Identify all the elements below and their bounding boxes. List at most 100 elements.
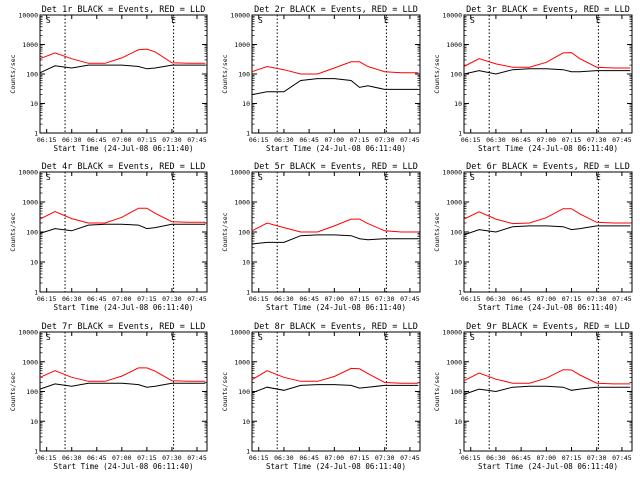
y-tick-label: 1: [246, 289, 250, 297]
panel-5r: Det 5r BLACK = Events, RED = LLD 06:15 06:…: [221, 162, 421, 312]
x-axis-label: Start Time (24-Jul-08 06:11:40): [266, 303, 406, 312]
y-axis-label: Counts/sec: [433, 212, 441, 251]
panel-title: Det 1r BLACK = Events, RED = LLD: [42, 5, 206, 15]
y-tick-label: 100: [238, 71, 250, 79]
marker-s: S: [470, 333, 475, 342]
panel-title: Det 9r BLACK = Events, RED = LLD: [466, 322, 630, 332]
y-tick-label: 1000: [234, 199, 250, 207]
x-tick-label: 06:45: [87, 136, 107, 144]
events-series-line: [251, 384, 419, 394]
panel-3r: Det 3r BLACK = Events, RED = LLD 06:15 06:…: [433, 5, 633, 153]
x-tick-label: 06:15: [37, 295, 57, 303]
x-tick-label: 06:15: [461, 295, 481, 303]
events-series-line: [251, 78, 419, 96]
lld-series-line: [39, 367, 206, 382]
x-axis-label: Start Time (24-Jul-08 06:11:40): [266, 144, 406, 153]
marker-s: S: [46, 16, 51, 25]
marker-e: E: [596, 173, 601, 182]
marker-e: E: [171, 333, 176, 342]
x-axis-label: Start Time (24-Jul-08 06:11:40): [266, 462, 406, 471]
x-tick-label: 06:45: [299, 295, 319, 303]
lld-series-line: [463, 52, 631, 69]
x-tick-label: 06:30: [274, 295, 294, 303]
panel-title: Det 6r BLACK = Events, RED = LLD: [466, 162, 630, 172]
x-axis-label: Start Time (24-Jul-08 06:11:40): [478, 303, 618, 312]
marker-e: E: [171, 173, 176, 182]
x-tick-label: 07:45: [187, 136, 207, 144]
y-tick-label: 100: [26, 71, 38, 79]
lld-series-line: [39, 48, 206, 64]
marker-e: E: [384, 16, 389, 25]
panel-4r: Det 4r BLACK = Events, RED = LLD 06:15 06:…: [9, 162, 208, 312]
marker-s: S: [46, 333, 51, 342]
x-tick-label: 07:45: [400, 295, 420, 303]
y-tick-label: 1: [458, 289, 462, 297]
y-tick-label: 100: [450, 71, 462, 79]
x-tick-label: 07:00: [325, 295, 345, 303]
y-axis-label: Counts/sec: [9, 54, 17, 93]
y-tick-label: 10000: [18, 329, 38, 337]
x-axis-label: Start Time (24-Jul-08 06:11:40): [478, 144, 618, 153]
y-tick-label: 100: [26, 388, 38, 396]
x-tick-label: 07:00: [112, 454, 132, 462]
x-tick-label: 07:45: [400, 136, 420, 144]
panel-6r: Det 6r BLACK = Events, RED = LLD 06:15 06:…: [433, 162, 633, 312]
y-tick-label: 1: [246, 448, 250, 456]
y-axis-label: Counts/sec: [221, 54, 229, 93]
x-tick-label: 07:15: [350, 295, 370, 303]
x-tick-label: 07:45: [612, 136, 632, 144]
y-tick-label: 100: [238, 229, 250, 237]
x-axis-label: Start Time (24-Jul-08 06:11:40): [54, 144, 194, 153]
panel-7r: Det 7r BLACK = Events, RED = LLD 06:15 06:…: [9, 322, 208, 471]
x-tick-label: 07:30: [375, 136, 395, 144]
x-tick-label: 06:45: [87, 295, 107, 303]
y-tick-label: 100: [450, 229, 462, 237]
y-tick-label: 10000: [442, 329, 462, 337]
x-tick-label: 06:45: [299, 454, 319, 462]
lld-series-line: [463, 208, 631, 225]
events-series-line: [39, 64, 206, 74]
panel-title: Det 3r BLACK = Events, RED = LLD: [466, 5, 630, 15]
lld-series-line: [463, 369, 631, 385]
lld-series-line: [251, 218, 419, 233]
x-tick-label: 06:45: [511, 454, 531, 462]
x-tick-label: 07:15: [350, 136, 370, 144]
events-series-line: [251, 234, 419, 245]
y-axis-label: Counts/sec: [9, 372, 17, 411]
x-tick-label: 06:45: [87, 454, 107, 462]
x-tick-label: 07:30: [587, 454, 607, 462]
y-tick-label: 10: [30, 100, 38, 108]
y-tick-label: 10: [30, 259, 38, 267]
x-tick-label: 07:30: [375, 295, 395, 303]
y-tick-label: 1000: [234, 358, 250, 366]
x-axis-label: Start Time (24-Jul-08 06:11:40): [478, 462, 618, 471]
y-tick-label: 1000: [446, 199, 462, 207]
lld-series-line: [251, 367, 419, 384]
panel-2r: Det 2r BLACK = Events, RED = LLD 06:15 06:…: [221, 5, 421, 153]
y-axis-label: Counts/sec: [221, 372, 229, 411]
x-tick-label: 07:45: [612, 295, 632, 303]
y-tick-label: 1: [34, 289, 38, 297]
x-tick-label: 07:45: [187, 295, 207, 303]
marker-e: E: [596, 16, 601, 25]
y-tick-label: 10: [242, 259, 250, 267]
y-tick-label: 10: [454, 418, 462, 426]
y-tick-label: 1: [246, 130, 250, 138]
marker-s: S: [470, 16, 475, 25]
y-tick-label: 1: [34, 448, 38, 456]
y-tick-label: 1000: [234, 41, 250, 49]
x-tick-label: 07:00: [325, 454, 345, 462]
x-tick-label: 07:45: [612, 454, 632, 462]
panel-title: Det 8r BLACK = Events, RED = LLD: [254, 322, 418, 332]
x-tick-label: 06:15: [461, 136, 481, 144]
x-tick-label: 07:30: [162, 454, 182, 462]
x-tick-label: 06:30: [274, 454, 294, 462]
y-tick-label: 1: [458, 448, 462, 456]
y-tick-label: 10: [242, 418, 250, 426]
marker-s: S: [258, 16, 263, 25]
y-tick-label: 1000: [22, 358, 38, 366]
x-tick-label: 06:30: [486, 454, 506, 462]
y-tick-label: 100: [238, 388, 250, 396]
x-axis-label: Start Time (24-Jul-08 06:11:40): [54, 303, 194, 312]
x-tick-label: 07:15: [562, 295, 582, 303]
